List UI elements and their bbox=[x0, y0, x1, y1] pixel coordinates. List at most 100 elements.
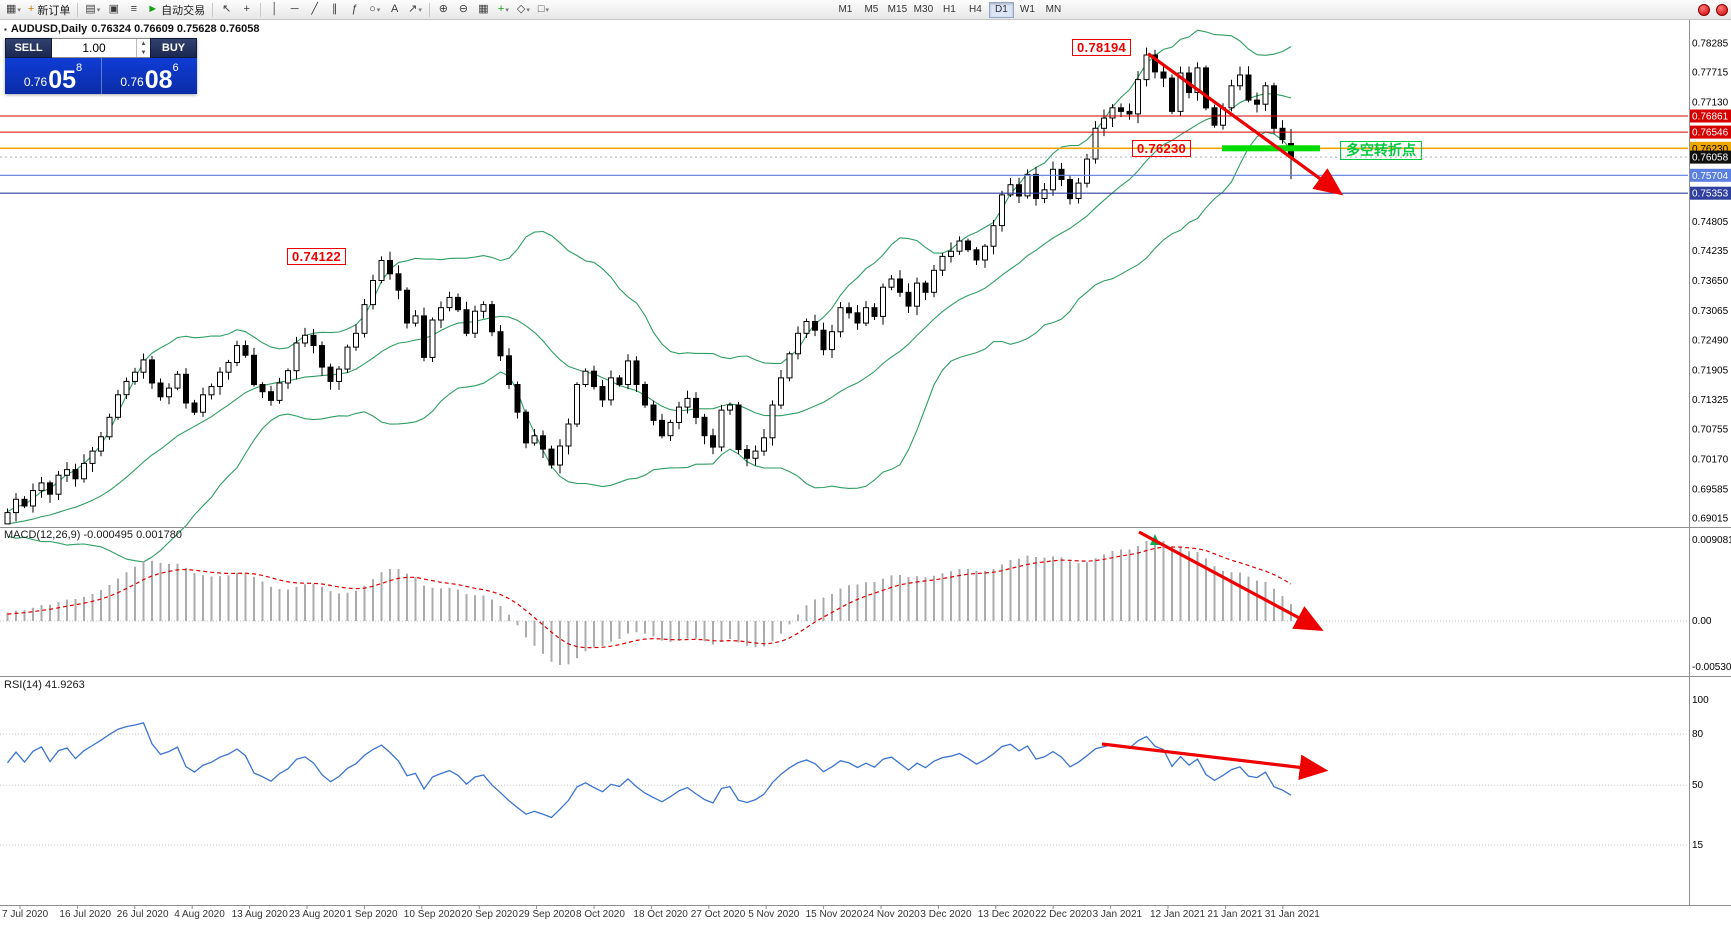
timeframe-button-m30[interactable]: M30 bbox=[911, 2, 936, 18]
candle-body bbox=[276, 382, 283, 401]
navigator-icon: ≡ bbox=[130, 3, 137, 15]
candle-body bbox=[897, 278, 903, 293]
timeframe-button-m15[interactable]: M15 bbox=[885, 2, 910, 18]
auto-trading-button-label: 自动交易 bbox=[161, 4, 206, 17]
periods-icon[interactable]: ◇ ▾ bbox=[514, 1, 533, 18]
zoom-in-icon[interactable]: ⊕ bbox=[434, 1, 453, 18]
price-axis-chip bbox=[1689, 168, 1731, 182]
sell-price[interactable]: 0.76 05 8 bbox=[5, 58, 101, 94]
price-axis-label: 0.74235 bbox=[1692, 246, 1729, 257]
annotation-pivot-level[interactable]: 0.76230 bbox=[1132, 140, 1192, 157]
rsi-axis-label: 50 bbox=[1692, 780, 1704, 791]
candle-body bbox=[973, 249, 980, 261]
new-chart-icon[interactable]: ▦ ▾ bbox=[3, 1, 24, 18]
volume-stepper-up-icon[interactable]: ▲ bbox=[140, 40, 147, 47]
horizontal-line-icon[interactable]: ─ bbox=[285, 1, 304, 18]
rsi-name: RSI(14) bbox=[4, 679, 42, 691]
indicators-icon[interactable]: + ▾ bbox=[494, 1, 513, 18]
candle-body bbox=[64, 469, 70, 476]
zoom-out-icon[interactable]: ⊖ bbox=[454, 1, 473, 18]
crosshair-icon[interactable]: + bbox=[237, 1, 256, 18]
auto-trading-button[interactable]: ► 自动交易 bbox=[144, 1, 208, 18]
templates-icon[interactable]: □ ▾ bbox=[534, 1, 553, 18]
candle-body bbox=[676, 406, 682, 424]
buy-price[interactable]: 0.76 08 6 bbox=[101, 58, 197, 94]
candle-body bbox=[905, 291, 912, 307]
macd-axis-label: 0.009081 bbox=[1692, 535, 1731, 546]
channel-icon[interactable]: ∥ bbox=[325, 1, 344, 18]
vertical-line-icon[interactable]: │ bbox=[265, 1, 284, 18]
candle-body bbox=[89, 450, 96, 464]
candle-body bbox=[948, 250, 954, 257]
text-icon: A bbox=[391, 3, 399, 15]
ohlc-values: 0.76324 0.76609 0.75628 0.76058 bbox=[91, 23, 260, 35]
horizontal-line-icon: ─ bbox=[290, 3, 299, 15]
new-chart-icon: ▦ bbox=[6, 3, 17, 15]
auto-trading-icon: ► bbox=[147, 3, 159, 15]
candle-body bbox=[1152, 54, 1158, 73]
profiles-icon[interactable]: ▤ ▾ bbox=[82, 1, 103, 18]
candle-body bbox=[242, 345, 249, 356]
candle-body bbox=[489, 304, 495, 333]
price-axis-label: 0.75704 bbox=[1692, 171, 1729, 182]
candle-body bbox=[956, 240, 963, 252]
chevron-down-icon: ▾ bbox=[418, 6, 422, 14]
chevron-down-icon: ▾ bbox=[545, 6, 549, 14]
volume-input[interactable]: 1.00 bbox=[82, 41, 106, 55]
timeframe-button-mn[interactable]: MN bbox=[1041, 2, 1066, 18]
annotation-turning-point[interactable]: 多空转折点 bbox=[1340, 141, 1422, 160]
candle-body bbox=[744, 449, 750, 459]
candle-body bbox=[1084, 158, 1090, 184]
candle-body bbox=[1067, 179, 1073, 200]
tile-windows-icon[interactable]: ▦ bbox=[474, 1, 493, 18]
fibonacci-icon[interactable]: ƒ bbox=[345, 1, 364, 18]
annotation-september-high[interactable]: 0.74122 bbox=[287, 248, 347, 265]
rsi-axis-label: 15 bbox=[1692, 840, 1704, 851]
candle-body bbox=[217, 371, 223, 388]
date-axis-label: 8 Oct 2020 bbox=[576, 909, 625, 920]
new-order-icon: + bbox=[27, 3, 35, 15]
bollinger-middle-line bbox=[7, 93, 1292, 525]
symbol-name: AUDUSD,Daily bbox=[10, 23, 88, 35]
price-axis-chip bbox=[1689, 150, 1731, 164]
timeframe-button-d1[interactable]: D1 bbox=[988, 1, 1014, 18]
candle-body bbox=[684, 397, 691, 408]
toolbar-separator bbox=[212, 2, 214, 17]
candle-body bbox=[285, 370, 291, 384]
data-window-icon[interactable]: ▣ bbox=[104, 1, 123, 18]
arrows-icon[interactable]: ↗ ▾ bbox=[405, 1, 425, 18]
candle-body bbox=[200, 394, 206, 413]
candle-body bbox=[293, 342, 300, 372]
volume-stepper-down-icon[interactable]: ▼ bbox=[140, 49, 147, 56]
timeframe-button-m1[interactable]: M1 bbox=[833, 2, 858, 18]
shapes-icon[interactable]: ○ ▾ bbox=[365, 1, 384, 18]
rsi-label: RSI(14) 41.9263 bbox=[4, 679, 85, 691]
sell-price-prefix: 0.76 bbox=[23, 75, 48, 89]
cursor-icon[interactable]: ↖ bbox=[217, 1, 236, 18]
new-order-button[interactable]: + 新订单 bbox=[25, 1, 73, 18]
trendline-icon[interactable]: ╱ bbox=[305, 1, 324, 18]
timeframe-button-h1[interactable]: H1 bbox=[937, 2, 962, 18]
timeframe-button-m5[interactable]: M5 bbox=[859, 2, 884, 18]
buy-button[interactable]: BUY bbox=[150, 38, 197, 58]
annotation-high-price[interactable]: 0.78194 bbox=[1072, 39, 1132, 56]
date-axis-label: 3 Dec 2020 bbox=[920, 909, 972, 920]
text-icon[interactable]: A bbox=[385, 1, 404, 18]
candle-body bbox=[327, 366, 334, 382]
macd-name: MACD(12,26,9) bbox=[4, 529, 81, 541]
timeframe-button-h4[interactable]: H4 bbox=[963, 2, 988, 18]
channel-icon: ∥ bbox=[331, 3, 338, 15]
price-axis-label: 0.73065 bbox=[1692, 306, 1729, 317]
rsi-line bbox=[6, 722, 1292, 819]
templates-icon: □ bbox=[537, 3, 545, 15]
date-axis-label: 26 Jul 2020 bbox=[117, 909, 169, 920]
timeframe-button-w1[interactable]: W1 bbox=[1015, 2, 1040, 18]
macd-signal-line bbox=[7, 546, 1292, 649]
candle-body bbox=[1024, 173, 1031, 197]
candle-body bbox=[429, 319, 436, 358]
navigator-icon[interactable]: ≡ bbox=[124, 1, 143, 18]
date-axis-label: 20 Sep 2020 bbox=[461, 909, 518, 920]
sell-button[interactable]: SELL bbox=[5, 38, 52, 58]
candle-body bbox=[132, 371, 138, 382]
